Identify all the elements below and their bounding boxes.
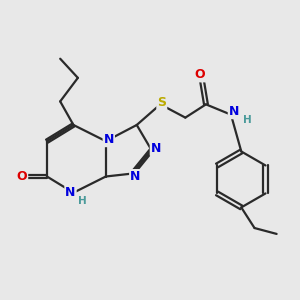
Text: O: O <box>195 68 206 81</box>
Text: N: N <box>130 170 140 183</box>
Text: H: H <box>79 196 87 206</box>
Text: N: N <box>65 186 76 199</box>
Text: N: N <box>103 133 114 146</box>
Text: S: S <box>157 96 166 110</box>
Text: H: H <box>243 115 251 125</box>
Text: N: N <box>151 142 161 155</box>
Text: N: N <box>229 105 239 118</box>
Text: O: O <box>16 170 27 183</box>
